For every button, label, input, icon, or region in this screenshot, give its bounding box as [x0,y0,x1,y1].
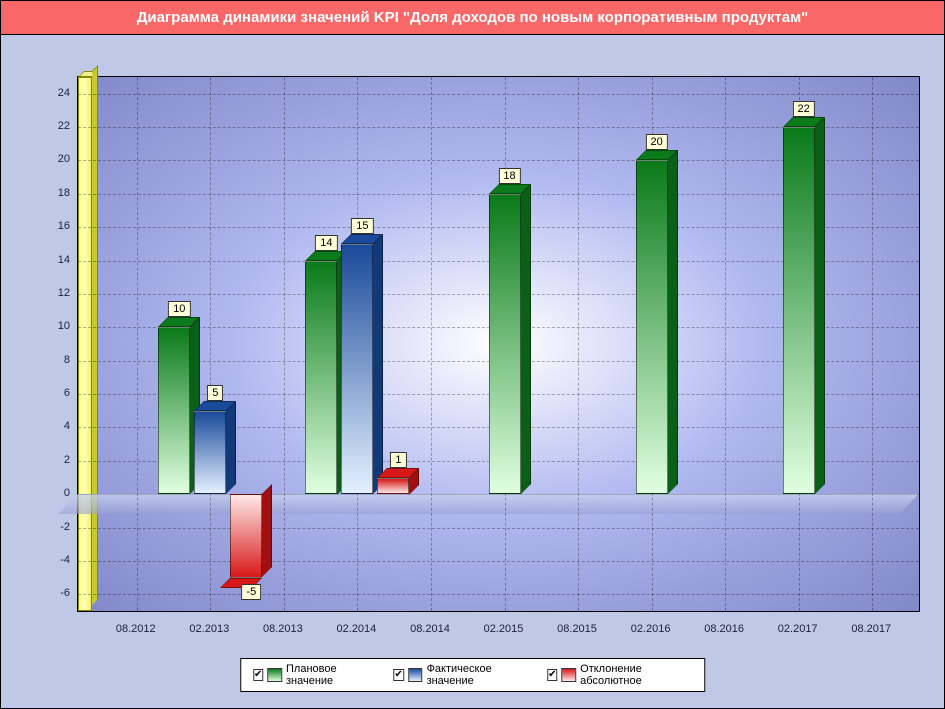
x-tick-label: 08.2012 [116,623,156,635]
gridline-v [137,77,138,611]
gridline-h [78,594,919,595]
value-label: 10 [168,301,190,317]
legend-checkbox[interactable]: ✔ [393,669,404,681]
x-tick-label: 02.2016 [631,623,671,635]
legend-checkbox[interactable]: ✔ [253,669,264,681]
y-tick-label: 20 [58,153,70,165]
y-tick-label: 22 [58,120,70,132]
legend-checkbox[interactable]: ✔ [547,669,558,681]
legend-swatch [268,668,282,682]
value-label: -5 [241,584,261,600]
gridline-h [78,94,919,95]
chart-window: Диаграмма динамики значений KPI "Доля до… [0,0,945,709]
x-tick-label: 02.2014 [337,623,377,635]
bar-dev [230,494,262,577]
legend-item-fact[interactable]: ✔ Фактическое значение [393,663,529,687]
y-tick-label: 10 [58,320,70,332]
gridline-h [78,561,919,562]
legend-label: Отклонение абсолютное [580,663,692,687]
y-tick-label: -6 [60,587,70,599]
gridline-v [578,77,579,611]
value-label: 20 [645,134,667,150]
chart-body: Значения показателя, Проценты -6-4-20246… [7,41,938,702]
gridline-h [78,528,919,529]
bar-plan [489,194,521,494]
y-tick-label: 2 [64,454,70,466]
x-tick-label: 02.2013 [189,623,229,635]
gridline-v [210,77,211,611]
y-tick-label: 0 [64,487,70,499]
bar-plan [783,127,815,494]
value-label: 18 [498,168,520,184]
gridline-v [725,77,726,611]
bar-dev [377,478,409,495]
y-axis-ticks: -6-4-2024681012141618202224 [42,76,74,612]
y-tick-label: 18 [58,187,70,199]
x-tick-label: 02.2017 [778,623,818,635]
bar-plan [305,261,337,495]
chart-title: Диаграмма динамики значений KPI "Доля до… [1,1,944,35]
y-tick-label: -2 [60,521,70,533]
floor-3d [58,494,919,514]
y-tick-label: 4 [64,420,70,432]
legend-label: Плановое значение [286,663,375,687]
bar-fact [341,244,373,494]
legend-label: Фактическое значение [427,663,529,687]
gridline-v [431,77,432,611]
value-label: 1 [390,452,406,468]
gridline-v [872,77,873,611]
x-tick-label: 08.2014 [410,623,450,635]
bar-plan [636,160,668,494]
value-label: 14 [315,235,337,251]
legend-swatch [408,668,422,682]
legend-item-plan[interactable]: ✔ Плановое значение [253,663,376,687]
x-tick-label: 08.2013 [263,623,303,635]
x-tick-label: 02.2015 [484,623,524,635]
bar-fact [194,411,226,494]
plot-area: 10 5 -5 14 15 1 18 20 22 [77,76,920,612]
y-tick-label: -4 [60,554,70,566]
y-tick-label: 14 [58,254,70,266]
value-label: 15 [351,218,373,234]
bar-plan [158,327,190,494]
x-tick-label: 08.2016 [704,623,744,635]
x-tick-label: 08.2015 [557,623,597,635]
legend: ✔Плановое значение✔Фактическое значение✔… [240,658,706,692]
y-tick-label: 6 [64,387,70,399]
value-label: 5 [207,385,223,401]
y-tick-label: 16 [58,220,70,232]
x-axis-ticks: 08.2012 02.2013 08.2013 02.2014 08.2014 02.20… [77,617,920,642]
x-tick-label: 08.2017 [851,623,891,635]
value-label: 22 [793,101,815,117]
y-tick-label: 12 [58,287,70,299]
legend-item-dev[interactable]: ✔ Отклонение абсолютное [547,663,692,687]
legend-swatch [562,668,576,682]
gridline-v [284,77,285,611]
y-axis-3d-bar [78,77,96,611]
y-tick-label: 24 [58,87,70,99]
y-tick-label: 8 [64,354,70,366]
